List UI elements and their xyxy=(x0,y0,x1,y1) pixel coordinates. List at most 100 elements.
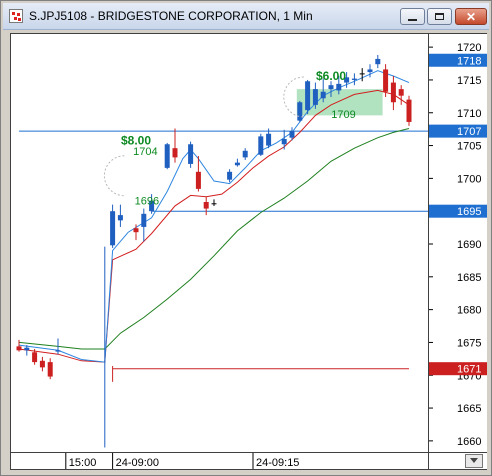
candle-22 xyxy=(188,141,194,168)
candle-32 xyxy=(266,128,272,149)
candle-46 xyxy=(375,55,381,69)
candle-body xyxy=(110,211,116,246)
candle-0 xyxy=(16,339,22,352)
candle-body xyxy=(266,133,272,146)
candle-body xyxy=(398,89,404,96)
candle-body xyxy=(258,136,264,155)
price-tag-1671 xyxy=(429,362,487,376)
title-bar[interactable]: S.JPJ5108 - BRIDGESTONE CORPORATION, 1 M… xyxy=(3,3,489,30)
candle-31 xyxy=(258,133,264,157)
window-title: S.JPJ5108 - BRIDGESTONE CORPORATION, 1 M… xyxy=(29,9,313,23)
candle-44 xyxy=(359,68,365,82)
candle-12 xyxy=(110,204,116,248)
maximize-icon xyxy=(435,13,444,20)
candle-39 xyxy=(320,78,326,103)
time-axis[interactable]: 15:00 24-09:00 24-09:15 xyxy=(10,453,429,470)
ma-slow-line xyxy=(18,128,410,350)
candle-body xyxy=(344,77,350,83)
candle-37 xyxy=(305,79,311,115)
candle-24 xyxy=(203,196,209,216)
candle-45 xyxy=(367,64,373,78)
close-icon: ✕ xyxy=(465,9,477,24)
candle-47 xyxy=(383,64,389,97)
candle-body xyxy=(149,200,155,212)
y-tick-label: 1700 xyxy=(457,173,481,185)
candle-27 xyxy=(227,169,233,183)
candle-35 xyxy=(289,127,295,141)
candle-body xyxy=(281,139,287,145)
candle-body xyxy=(164,144,170,168)
y-tick-label: 1715 xyxy=(457,75,481,87)
candle-body xyxy=(305,81,311,111)
price-axis[interactable]: 1660166516701675168016851690169517001705… xyxy=(429,33,487,453)
price-tag-1695 xyxy=(429,204,487,218)
maximize-button[interactable] xyxy=(427,8,452,25)
y-tick-label: 1665 xyxy=(457,403,481,415)
scroll-down-button[interactable] xyxy=(465,454,483,468)
candle-16 xyxy=(141,208,147,242)
marker-1704-amount: $8.00 xyxy=(121,133,151,147)
close-button[interactable]: ✕ xyxy=(455,8,487,25)
candle-body xyxy=(289,131,295,138)
candle-1 xyxy=(24,345,30,356)
candle-body xyxy=(24,347,30,351)
candle-body xyxy=(375,58,381,65)
candle-2 xyxy=(32,349,38,365)
candle-38 xyxy=(312,82,318,109)
y-tick-label: 1660 xyxy=(457,436,481,448)
candle-body xyxy=(172,148,178,158)
candle-body xyxy=(55,350,61,352)
candle-body xyxy=(227,171,233,180)
marker-1704-price: 1704 xyxy=(133,146,157,158)
candle-body xyxy=(359,73,365,75)
candle-19 xyxy=(164,142,170,170)
ma-fast-line xyxy=(18,70,410,363)
minimize-icon xyxy=(408,18,417,21)
candle-15 xyxy=(133,224,139,241)
candle-body xyxy=(312,89,318,105)
candle-body xyxy=(32,352,38,363)
candle-body xyxy=(242,150,248,158)
candle-body xyxy=(39,360,45,368)
candle-body xyxy=(390,82,396,103)
price-tag-1718 xyxy=(429,53,487,67)
x-tick-label: 24-09:15 xyxy=(256,457,299,469)
chart-app-icon xyxy=(9,9,23,23)
price-tag-1707 xyxy=(429,124,487,138)
candle-50 xyxy=(406,95,412,126)
marker-1709-amount: $6.00 xyxy=(316,69,346,83)
candle-body xyxy=(367,69,373,73)
candle-body xyxy=(383,69,389,92)
marker-1704-circle xyxy=(103,155,125,197)
y-tick-label: 1685 xyxy=(457,272,481,284)
candle-20 xyxy=(172,128,178,163)
candle-49 xyxy=(398,85,404,105)
price-tag-label: 1695 xyxy=(457,206,481,218)
candle-body xyxy=(406,99,412,122)
marker-1709-highlight-box xyxy=(296,89,383,116)
candle-body xyxy=(47,362,53,377)
price-tag-label: 1671 xyxy=(457,364,481,376)
candle-48 xyxy=(390,76,396,111)
candle-body xyxy=(351,78,357,80)
candle-17 xyxy=(149,194,155,214)
candle-43 xyxy=(351,73,357,86)
candle-29 xyxy=(242,148,248,160)
y-tick-label: 1680 xyxy=(457,305,481,317)
candle-body xyxy=(188,144,194,164)
candle-body xyxy=(320,91,326,99)
marker-1696-price: 1696 xyxy=(135,196,159,208)
candle-41 xyxy=(336,76,342,95)
price-chart-area[interactable]: $8.00 1704 1696 $6.00 1709 xyxy=(10,33,429,453)
candle-42 xyxy=(344,72,350,88)
y-tick-label: 1710 xyxy=(457,108,481,120)
y-tick-label: 1720 xyxy=(457,42,481,54)
candle-4 xyxy=(47,358,53,380)
candle-body xyxy=(336,83,342,91)
candle-body xyxy=(203,202,209,209)
minimize-button[interactable] xyxy=(400,8,425,25)
candle-13 xyxy=(117,204,123,227)
candle-body xyxy=(141,213,147,227)
candle-3 xyxy=(39,356,45,372)
